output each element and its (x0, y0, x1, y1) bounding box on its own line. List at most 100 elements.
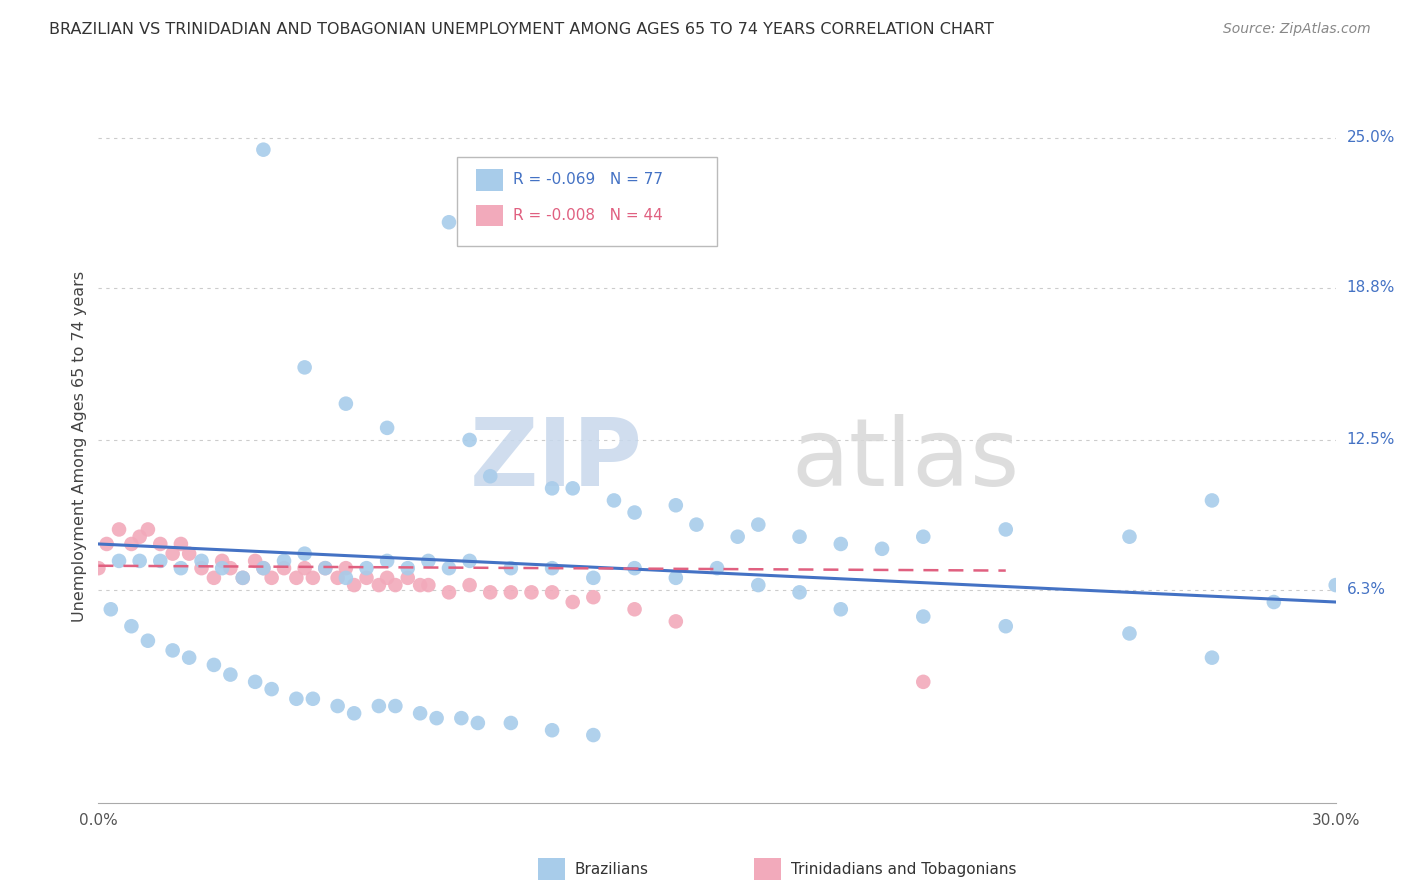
Point (623, 561, 645, 575)
Point (211, 554, 233, 568)
Point (190, 561, 212, 575)
Point (120, 537, 142, 551)
Point (108, 554, 131, 568)
Point (243, 674, 266, 689)
Text: 18.8%: 18.8% (1347, 280, 1395, 295)
Point (128, 554, 150, 568)
Point (356, 571, 378, 585)
Point (285, 691, 308, 706)
FancyBboxPatch shape (457, 157, 717, 246)
FancyBboxPatch shape (754, 858, 782, 880)
Point (499, 585, 522, 599)
Point (479, 469, 502, 483)
Point (747, 578, 769, 592)
Point (326, 571, 349, 585)
Point (136, 633, 159, 648)
Text: atlas: atlas (792, 414, 1019, 507)
Point (467, 716, 489, 731)
Point (1118, 530, 1140, 544)
Point (706, 561, 728, 575)
Point (335, 561, 357, 575)
Point (541, 723, 564, 738)
Point (375, 571, 398, 585)
Text: 25.0%: 25.0% (1347, 130, 1395, 145)
Point (285, 571, 308, 585)
Point (179, 650, 201, 665)
Point (789, 585, 811, 599)
Point (426, 711, 449, 725)
Point (499, 561, 522, 575)
Point (409, 706, 432, 721)
Point (437, 215, 460, 229)
Point (302, 571, 325, 585)
Point (541, 481, 564, 495)
Text: Trinidadians and Tobagonians: Trinidadians and Tobagonians (792, 862, 1017, 877)
Point (685, 517, 707, 532)
Point (162, 643, 184, 657)
Point (273, 554, 295, 568)
Point (232, 571, 254, 585)
Point (252, 143, 274, 157)
Point (912, 609, 935, 624)
Point (202, 657, 225, 672)
Point (356, 561, 378, 575)
Text: R = -0.069   N = 77: R = -0.069 N = 77 (513, 172, 662, 187)
Point (314, 561, 336, 575)
Point (314, 561, 336, 575)
Point (1324, 578, 1347, 592)
FancyBboxPatch shape (475, 169, 503, 191)
Point (162, 547, 184, 561)
Point (260, 682, 283, 697)
Point (582, 571, 605, 585)
Point (912, 530, 935, 544)
Point (100, 602, 122, 616)
Point (170, 561, 193, 575)
Point (149, 537, 172, 551)
Text: 12.5%: 12.5% (1347, 433, 1395, 448)
Point (541, 585, 564, 599)
Point (727, 530, 749, 544)
Point (458, 554, 481, 568)
FancyBboxPatch shape (475, 205, 503, 227)
Point (665, 615, 688, 629)
Point (190, 554, 212, 568)
Point (367, 699, 389, 714)
Point (343, 706, 366, 721)
Point (665, 498, 688, 512)
Point (211, 561, 233, 575)
Point (219, 667, 242, 681)
Point (136, 523, 159, 537)
Point (294, 547, 316, 561)
Point (252, 561, 274, 575)
Point (561, 595, 583, 609)
Point (437, 585, 460, 599)
Point (1201, 493, 1223, 508)
Text: BRAZILIAN VS TRINIDADIAN AND TOBAGONIAN UNEMPLOYMENT AMONG AGES 65 TO 74 YEARS C: BRAZILIAN VS TRINIDADIAN AND TOBAGONIAN … (49, 22, 994, 37)
Text: Brazilians: Brazilians (575, 862, 648, 877)
Point (520, 585, 543, 599)
Y-axis label: Unemployment Among Ages 65 to 74 years: Unemployment Among Ages 65 to 74 years (72, 270, 87, 622)
Text: R = -0.008   N = 44: R = -0.008 N = 44 (513, 208, 662, 223)
Point (603, 493, 626, 508)
Point (219, 561, 242, 575)
Point (479, 585, 502, 599)
Point (202, 571, 225, 585)
Point (367, 578, 389, 592)
Point (994, 523, 1017, 537)
Point (830, 602, 852, 616)
Text: Source: ZipAtlas.com: Source: ZipAtlas.com (1223, 22, 1371, 37)
Point (747, 517, 769, 532)
Point (458, 433, 481, 447)
Point (375, 554, 398, 568)
Point (326, 699, 349, 714)
Point (1263, 595, 1285, 609)
Point (294, 561, 316, 575)
Point (87, 561, 110, 575)
Point (437, 561, 460, 575)
Point (384, 578, 406, 592)
FancyBboxPatch shape (537, 858, 565, 880)
Point (108, 523, 131, 537)
Point (302, 691, 325, 706)
Point (541, 561, 564, 575)
Point (418, 578, 440, 592)
